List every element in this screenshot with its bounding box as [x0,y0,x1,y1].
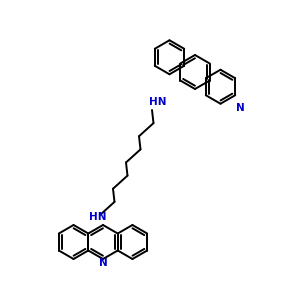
Text: N: N [236,103,244,113]
Text: HN: HN [149,97,167,107]
Text: HN: HN [89,212,107,222]
Text: N: N [99,258,107,268]
